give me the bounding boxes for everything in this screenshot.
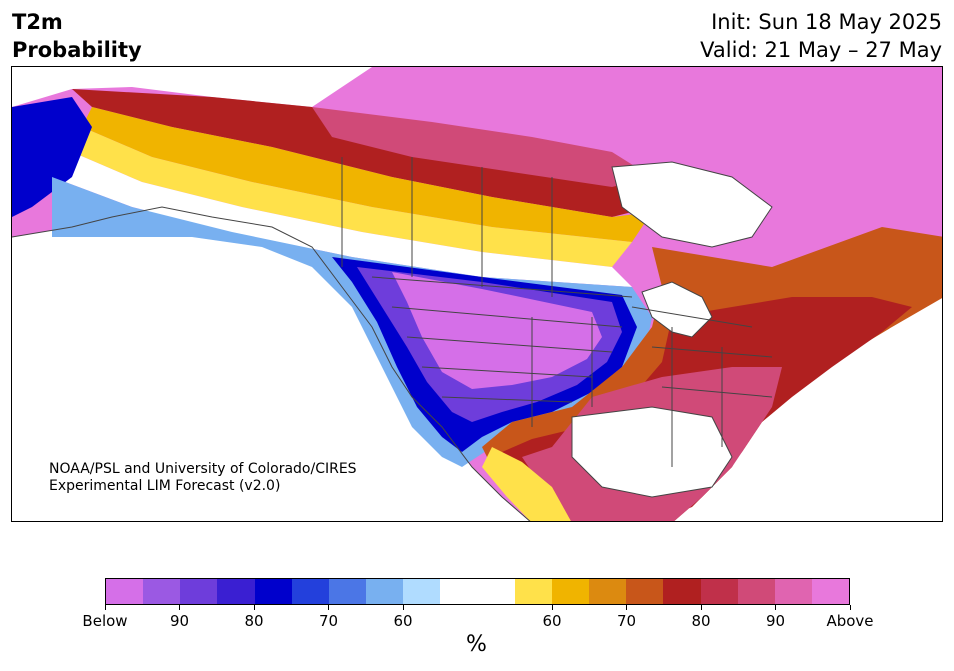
colorbar-segment: [737, 579, 775, 604]
colorbar-segment: [774, 579, 812, 604]
variable-title: T2m: [12, 10, 63, 34]
band-neutral: [52, 152, 632, 287]
state-border-line: [441, 396, 573, 403]
title-right: Init: Sun 18 May 2025 Valid: 21 May – 27…: [700, 8, 942, 64]
colorbar-tickmark: [402, 605, 404, 610]
colorbar-tick-label: 60: [393, 612, 413, 630]
colorbar-segment: [291, 579, 329, 604]
variable-subtitle: Probability: [12, 38, 142, 62]
great-lakes: [641, 281, 713, 338]
colorbar-tickmark: [700, 605, 702, 610]
band-canada-rose: [312, 107, 652, 187]
state-border-line: [406, 336, 613, 353]
colorbar-segment: [143, 579, 181, 604]
colorbar-tick-label: 90: [169, 612, 190, 630]
colorbar-segment: [589, 579, 627, 604]
band-canada-yellow: [72, 127, 632, 267]
colorbar-segment: [477, 579, 515, 604]
colorbar-tickmark: [849, 605, 851, 610]
colorbar-tickmark: [775, 605, 776, 610]
state-borders: [12, 157, 773, 521]
pacific-coastline: [12, 206, 531, 521]
colorbar-segment: [403, 579, 441, 604]
colorbar-segment: [440, 579, 478, 604]
band-mexico-yellow: [482, 447, 571, 521]
colorbar-tickmark: [104, 605, 106, 610]
colorbar-tick-label: 90: [765, 612, 786, 630]
map-canvas: [12, 67, 942, 521]
state-border-line: [371, 276, 633, 298]
state-border-line: [391, 306, 623, 328]
probability-map: [11, 66, 943, 522]
colorbar-segment: [663, 579, 701, 604]
colorbar-unit: %: [466, 632, 487, 657]
colorbar-tick-label: 60: [542, 612, 562, 630]
alaska-blue-strong: [12, 97, 92, 217]
colorbar-tickmark: [626, 605, 627, 610]
valid-range: Valid: 21 May – 27 May: [700, 38, 942, 62]
band-canada-red: [72, 89, 652, 217]
band-canada-orange: [82, 107, 652, 242]
land-fill: [12, 67, 942, 521]
colorbar-segment: [180, 579, 218, 604]
colorbar-segment: [254, 579, 292, 604]
colorbar-segment: [626, 579, 664, 604]
colorbar-tickmark: [253, 605, 255, 610]
title-left: T2m Probability: [12, 8, 142, 64]
colorbar-tick-label: Below: [82, 612, 128, 630]
colorbar-segment: [106, 579, 144, 604]
colorbar-segment: [700, 579, 738, 604]
colorbar-tick-label: 70: [318, 612, 339, 630]
colorbar-segment: [328, 579, 367, 604]
band-west-strong-below: [392, 272, 602, 389]
credit-text: NOAA/PSL and University of Colorado/CIRE…: [49, 461, 357, 495]
colorbar-tickmark: [179, 605, 180, 610]
state-border-line: [421, 366, 593, 378]
credit-line-2: Experimental LIM Forecast (v2.0): [49, 478, 281, 494]
colorbar-tickmark: [551, 605, 553, 610]
hudson-bay: [611, 161, 773, 248]
state-border-line: [661, 386, 773, 398]
state-border-line: [631, 306, 753, 328]
colorbar: [105, 578, 850, 605]
colorbar-segment: [811, 579, 850, 604]
colorbar-tick-label: 80: [691, 612, 711, 630]
colorbar-tick-label: 70: [616, 612, 637, 630]
colorbar-segment: [514, 579, 552, 604]
colorbar-tick-label: Above: [826, 612, 874, 630]
colorbar-segment: [551, 579, 590, 604]
credit-line-1: NOAA/PSL and University of Colorado/CIRE…: [49, 461, 357, 477]
colorbar-tick-label: 80: [244, 612, 264, 630]
colorbar-segment: [217, 579, 255, 604]
colorbar-tickmark: [328, 605, 329, 610]
colorbar-segment: [366, 579, 404, 604]
init-date: Init: Sun 18 May 2025: [711, 10, 942, 34]
